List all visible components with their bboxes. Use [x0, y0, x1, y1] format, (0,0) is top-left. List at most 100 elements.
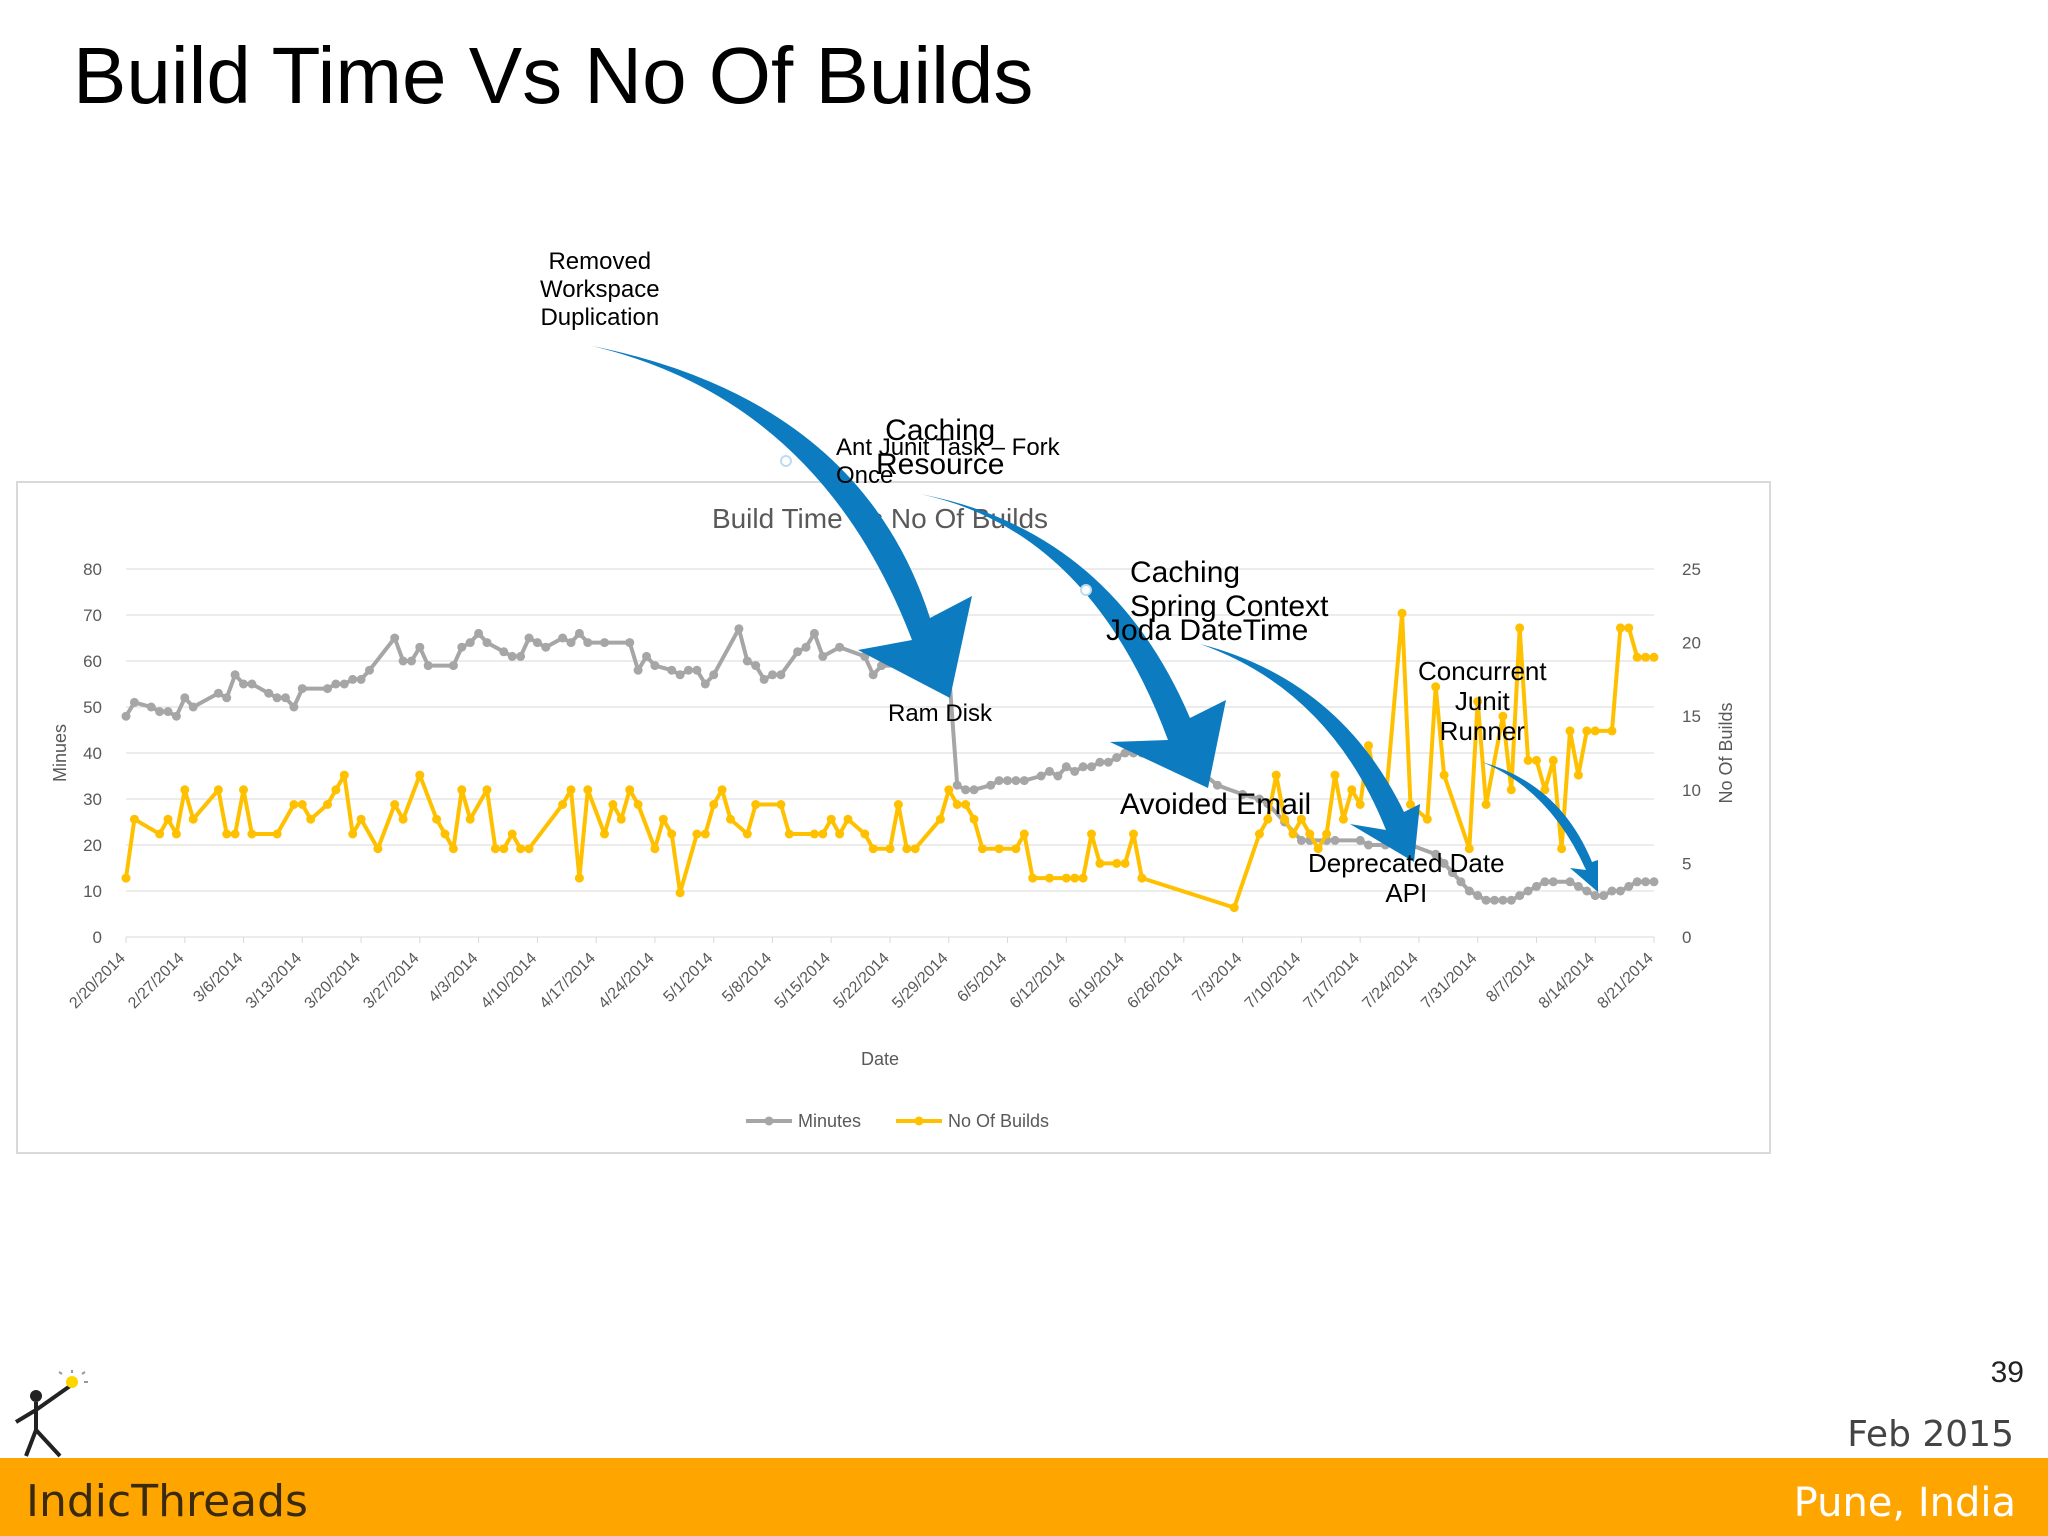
data-point-minutes	[129, 697, 139, 707]
y-tick-label: 10	[83, 882, 102, 901]
data-point-minutes	[558, 633, 568, 643]
data-point-minutes	[986, 780, 996, 790]
data-point-minutes	[1615, 886, 1625, 896]
data-point-minutes	[323, 684, 332, 694]
data-point-minutes	[650, 661, 660, 671]
data-point-builds	[893, 800, 903, 809]
data-point-minutes	[809, 628, 819, 638]
data-point-builds	[1632, 652, 1642, 662]
data-point-minutes	[835, 642, 845, 652]
data-point-builds	[121, 873, 131, 883]
data-point-builds	[432, 814, 442, 824]
data-point-minutes	[667, 665, 677, 675]
data-point-minutes	[499, 647, 509, 657]
data-point-builds	[1011, 844, 1021, 854]
y-tick-label: 40	[83, 744, 102, 763]
data-point-minutes	[155, 707, 165, 717]
data-point-minutes	[919, 661, 929, 671]
x-tick-label: 2/27/2014	[125, 950, 187, 1012]
data-point-minutes	[994, 776, 1004, 786]
data-point-builds	[835, 829, 845, 839]
annotation-caching-resource: Caching Resource	[876, 414, 1005, 481]
y-tick-label: 20	[83, 836, 102, 855]
data-point-builds	[625, 785, 635, 795]
data-point-builds	[306, 814, 316, 824]
data-point-minutes	[793, 647, 803, 657]
data-point-builds	[1070, 873, 1080, 883]
data-point-builds	[1649, 652, 1659, 662]
data-point-minutes	[1171, 757, 1180, 767]
data-point-builds	[239, 785, 248, 795]
data-point-minutes	[692, 665, 702, 675]
data-point-minutes	[348, 674, 358, 684]
y-tick-label: 50	[83, 698, 102, 717]
data-point-builds	[1061, 873, 1071, 883]
data-point-builds	[784, 829, 794, 839]
data-point-builds	[1548, 755, 1558, 765]
data-point-minutes	[180, 693, 190, 703]
data-point-builds	[1557, 844, 1567, 854]
data-point-builds	[1607, 726, 1617, 736]
data-point-builds	[1498, 711, 1508, 721]
data-point-builds	[465, 814, 475, 824]
data-point-builds	[272, 829, 282, 839]
data-point-minutes	[482, 638, 492, 648]
data-point-minutes	[213, 688, 223, 698]
data-point-builds	[1305, 829, 1315, 839]
data-point-builds	[818, 829, 828, 839]
x-tick-label: 3/20/2014	[302, 950, 364, 1012]
legend-label: No Of Builds	[948, 1111, 1049, 1131]
data-point-minutes	[1464, 886, 1474, 896]
data-point-minutes	[1137, 748, 1147, 758]
presentation-date: Feb 2015	[1847, 1414, 2014, 1455]
data-point-builds	[1439, 770, 1449, 780]
y-tick-label: 80	[83, 560, 102, 579]
data-point-minutes	[1003, 776, 1012, 786]
x-tick-label: 5/29/2014	[889, 950, 951, 1012]
data-point-minutes	[860, 651, 870, 661]
data-point-builds	[1532, 755, 1541, 765]
annotation-joda: Joda DateTime	[1106, 614, 1309, 647]
series-line-builds	[124, 611, 1654, 910]
data-point-builds	[1095, 858, 1105, 868]
data-point-minutes	[1590, 891, 1600, 901]
data-point-builds	[129, 814, 139, 824]
data-point-builds	[809, 829, 819, 839]
data-point-minutes	[121, 711, 131, 721]
data-point-minutes	[952, 780, 962, 790]
data-point-minutes	[675, 670, 685, 680]
data-point-builds	[1380, 800, 1390, 809]
data-point-minutes	[188, 702, 198, 712]
x-tick-label: 4/3/2014	[425, 950, 481, 1006]
x-tick-label: 5/22/2014	[830, 950, 892, 1012]
data-point-builds	[1573, 770, 1583, 780]
data-point-minutes	[1641, 877, 1651, 887]
x-tick-label: 4/17/2014	[537, 950, 599, 1012]
data-point-builds	[1523, 755, 1533, 765]
data-point-builds	[1120, 858, 1130, 868]
data-point-builds	[558, 800, 568, 809]
data-point-minutes	[1490, 895, 1499, 905]
data-point-builds	[516, 844, 526, 854]
x-tick-label: 5/8/2014	[719, 950, 775, 1006]
data-point-minutes	[1019, 776, 1029, 786]
data-point-minutes	[1456, 877, 1466, 887]
data-point-builds	[297, 800, 307, 809]
page-number: 39	[1990, 1356, 2024, 1389]
data-point-minutes	[541, 642, 551, 652]
data-point-minutes	[583, 638, 593, 648]
data-point-minutes	[566, 638, 576, 648]
data-point-minutes	[1506, 895, 1516, 905]
data-point-builds	[776, 800, 786, 809]
data-point-minutes	[1599, 891, 1609, 901]
data-point-minutes	[1103, 757, 1113, 767]
data-point-minutes	[415, 642, 425, 652]
data-point-builds	[230, 829, 240, 839]
y-tick-label: 0	[93, 928, 102, 947]
data-point-builds	[667, 829, 677, 839]
arrow-marker-dot	[780, 455, 792, 467]
data-point-minutes	[465, 638, 475, 648]
y2-tick-label: 25	[1682, 560, 1701, 579]
data-point-minutes	[1145, 748, 1155, 758]
data-point-minutes	[969, 785, 979, 795]
